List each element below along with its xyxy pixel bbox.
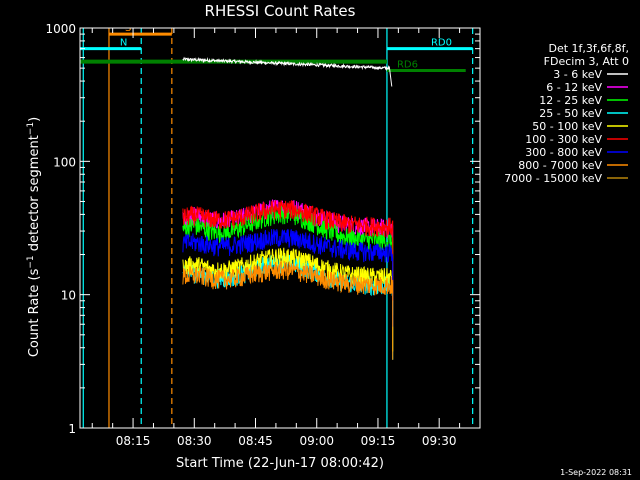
legend-label-8: 7000 - 15000 keV	[504, 172, 602, 185]
axes-frame	[79, 27, 481, 429]
y-tick-label-1: 10	[61, 289, 76, 303]
series-line-7	[182, 260, 394, 360]
annotation-label-rd0: RD0	[431, 38, 452, 49]
y-axis-label-sup1: −1	[26, 255, 36, 268]
series-line-5	[182, 200, 394, 301]
x-tick-label-1: 08:30	[177, 434, 212, 448]
y-axis-label-main: Count Rate (s	[27, 268, 42, 357]
x-tick-label-4: 09:15	[361, 434, 396, 448]
series-line-6	[182, 228, 394, 327]
annotation-label-n: N	[120, 38, 127, 49]
timestamp: 1-Sep-2022 08:31	[560, 468, 632, 477]
legend-label-3: 25 - 50 keV	[539, 107, 602, 120]
y-tick-label-3: 1000	[45, 22, 76, 36]
axes: 1 10 100 1000 08:15 08:30 08:45 09:00 09:15 09:30	[45, 22, 481, 448]
y-axis-label-end: )	[27, 117, 42, 122]
x-tick-label-2: 08:45	[238, 434, 273, 448]
y-axis-label-mid: detector segment	[27, 135, 42, 255]
legend-label-4: 50 - 100 keV	[532, 120, 602, 133]
legend-label-1: 6 - 12 keV	[546, 81, 602, 94]
y-axis-label-sup2: −1	[26, 122, 36, 135]
plot-area: SN RD0 RD6	[80, 23, 474, 428]
legend-label-5: 100 - 300 keV	[525, 133, 602, 146]
y-axis-label: Count Rate (s−1 detector segment−1)	[26, 117, 42, 357]
x-tick-label-0: 08:15	[116, 434, 151, 448]
legend-label-6: 300 - 800 keV	[525, 146, 602, 159]
series-line-4	[182, 247, 394, 352]
series-line-0	[182, 56, 393, 87]
x-axis-label: Start Time (22-Jun-17 08:00:42)	[176, 456, 384, 471]
chart-title: RHESSI Count Rates	[205, 2, 356, 20]
legend-label-0: 3 - 6 keV	[553, 68, 602, 81]
x-tick-label-3: 09:00	[299, 434, 334, 448]
y-tick-label-2: 100	[53, 155, 76, 169]
legend-header-line-1: Det 1f,3f,6f,8f,	[548, 42, 629, 55]
legend-header-line-2: FDecim 3, Att 0	[544, 55, 629, 68]
annotation-label-rd6: RD6	[397, 60, 418, 71]
y-tick-label-0: 1	[68, 422, 76, 436]
legend: Det 1f,3f,6f,8f, FDecim 3, Att 0 3 - 6 k…	[504, 42, 629, 185]
legend-label-7: 800 - 7000 keV	[518, 159, 602, 172]
legend-label-2: 12 - 25 keV	[539, 94, 602, 107]
annotation-label-s: S	[125, 23, 131, 34]
x-tick-label-5: 09:30	[422, 434, 457, 448]
